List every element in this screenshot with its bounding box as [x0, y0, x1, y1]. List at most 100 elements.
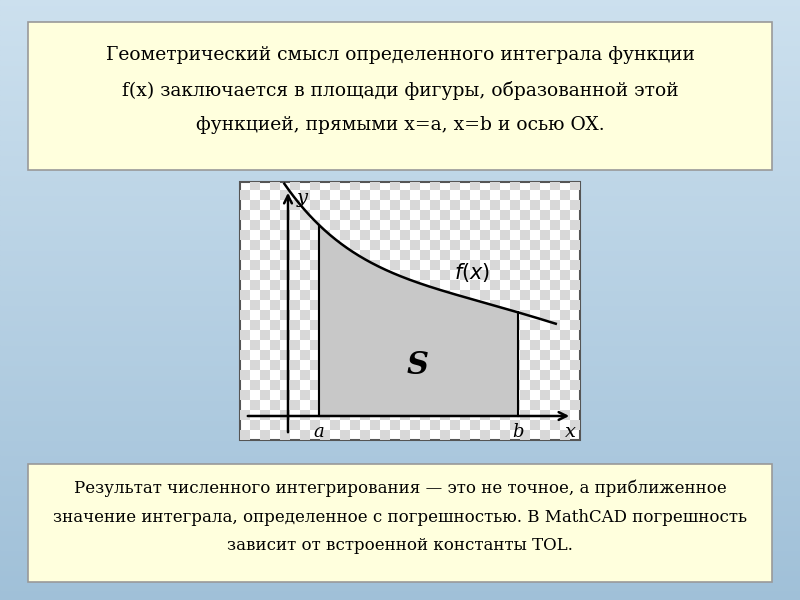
Bar: [410, 200, 420, 210]
Bar: [0, 320, 800, 325]
Bar: [470, 340, 480, 350]
Bar: [300, 350, 310, 360]
Bar: [0, 375, 800, 380]
Bar: [0, 230, 800, 235]
Bar: [0, 135, 800, 140]
Bar: [430, 280, 440, 290]
Bar: [570, 260, 580, 270]
Bar: [0, 155, 800, 160]
Bar: [300, 230, 310, 240]
Bar: [510, 280, 520, 290]
Bar: [250, 280, 260, 290]
Bar: [460, 430, 470, 440]
Bar: [570, 380, 580, 390]
Bar: [260, 210, 270, 220]
Bar: [250, 260, 260, 270]
Bar: [540, 230, 550, 240]
Bar: [320, 230, 330, 240]
Text: зависит от встроенной константы TOL.: зависит от встроенной константы TOL.: [227, 538, 573, 554]
Bar: [330, 380, 340, 390]
Bar: [0, 0, 800, 5]
Bar: [300, 310, 310, 320]
Bar: [450, 380, 460, 390]
Bar: [0, 300, 800, 305]
Bar: [460, 250, 470, 260]
Bar: [380, 250, 390, 260]
Bar: [530, 400, 540, 410]
Bar: [240, 370, 250, 380]
Bar: [0, 175, 800, 180]
Bar: [390, 320, 400, 330]
Bar: [270, 320, 280, 330]
Bar: [0, 420, 800, 425]
Bar: [550, 380, 560, 390]
Bar: [240, 270, 250, 280]
Bar: [560, 310, 570, 320]
Bar: [330, 400, 340, 410]
Bar: [330, 420, 340, 430]
Bar: [400, 430, 410, 440]
Bar: [480, 310, 490, 320]
Bar: [0, 465, 800, 470]
Bar: [0, 125, 800, 130]
Bar: [390, 240, 400, 250]
Bar: [290, 200, 300, 210]
Bar: [0, 585, 800, 590]
Bar: [440, 370, 450, 380]
Bar: [330, 220, 340, 230]
Bar: [310, 220, 320, 230]
Bar: [380, 230, 390, 240]
Bar: [440, 230, 450, 240]
Bar: [270, 220, 280, 230]
Bar: [0, 435, 800, 440]
Bar: [300, 330, 310, 340]
Bar: [300, 390, 310, 400]
Bar: [340, 350, 350, 360]
Bar: [260, 310, 270, 320]
Bar: [340, 250, 350, 260]
Bar: [470, 400, 480, 410]
Bar: [420, 230, 430, 240]
Bar: [400, 390, 410, 400]
Bar: [510, 300, 520, 310]
Bar: [300, 370, 310, 380]
Bar: [560, 430, 570, 440]
Bar: [430, 380, 440, 390]
Bar: [520, 250, 530, 260]
Bar: [240, 182, 580, 440]
Bar: [0, 65, 800, 70]
Bar: [260, 190, 270, 200]
Bar: [380, 410, 390, 420]
Bar: [0, 545, 800, 550]
Bar: [470, 380, 480, 390]
Bar: [0, 415, 800, 420]
Bar: [270, 340, 280, 350]
Bar: [310, 320, 320, 330]
Bar: [330, 280, 340, 290]
Bar: [390, 182, 400, 190]
Bar: [460, 270, 470, 280]
Text: b: b: [512, 423, 523, 441]
Bar: [340, 410, 350, 420]
Bar: [460, 310, 470, 320]
Bar: [530, 220, 540, 230]
Bar: [400, 250, 410, 260]
Bar: [410, 300, 420, 310]
Bar: [310, 420, 320, 430]
Bar: [0, 260, 800, 265]
Bar: [460, 410, 470, 420]
Bar: [260, 250, 270, 260]
Bar: [450, 220, 460, 230]
Bar: [540, 390, 550, 400]
Bar: [270, 300, 280, 310]
Bar: [0, 215, 800, 220]
Bar: [250, 340, 260, 350]
Bar: [0, 110, 800, 115]
Bar: [520, 190, 530, 200]
Bar: [500, 190, 510, 200]
Bar: [0, 10, 800, 15]
Bar: [0, 450, 800, 455]
Bar: [550, 200, 560, 210]
Bar: [450, 260, 460, 270]
Bar: [460, 390, 470, 400]
